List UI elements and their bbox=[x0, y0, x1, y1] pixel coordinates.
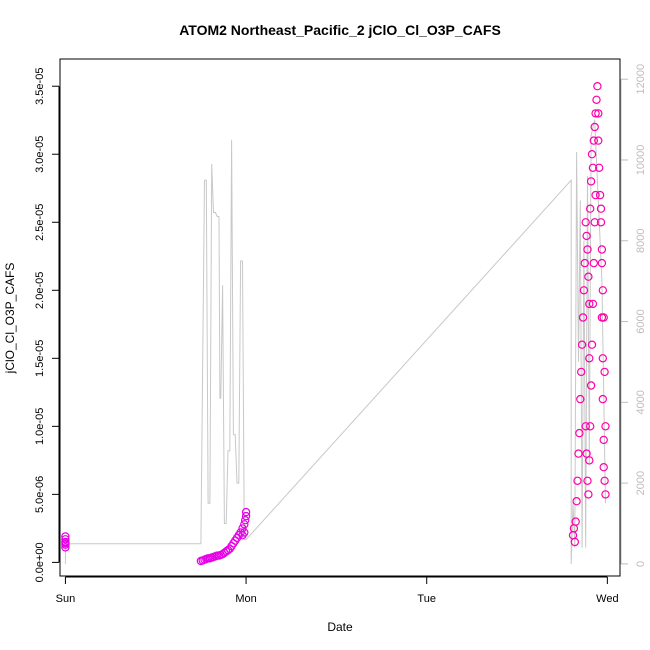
data-point bbox=[238, 531, 247, 540]
data-point bbox=[592, 95, 601, 105]
points-layer bbox=[61, 81, 610, 566]
data-point bbox=[601, 422, 610, 431]
data-point bbox=[576, 394, 585, 404]
data-point bbox=[579, 286, 589, 295]
y-tick-label: 3.5e-05 bbox=[34, 68, 46, 105]
data-point bbox=[571, 517, 580, 526]
x-tick-label: Sun bbox=[56, 593, 76, 605]
data-point bbox=[586, 381, 596, 390]
y2-tick-label: 8000 bbox=[635, 229, 647, 253]
data-point bbox=[574, 449, 583, 458]
data-point bbox=[585, 456, 594, 465]
data-point bbox=[585, 354, 594, 363]
data-point bbox=[570, 537, 580, 547]
data-point bbox=[591, 109, 600, 118]
altitude-line-layer bbox=[64, 119, 606, 564]
data-point bbox=[597, 258, 607, 268]
data-point bbox=[601, 490, 610, 499]
data-point bbox=[600, 367, 609, 377]
y2-tick-label: 4000 bbox=[635, 390, 647, 414]
data-point bbox=[590, 122, 599, 132]
y2-tick-label: 10000 bbox=[635, 145, 647, 176]
data-point bbox=[593, 81, 602, 91]
x-tick-label: Wed bbox=[596, 593, 618, 605]
altitude-line bbox=[64, 119, 606, 564]
plot-frame bbox=[59, 58, 621, 577]
y-tick-label: 3.0e-05 bbox=[34, 136, 46, 173]
y-tick-label: 5.0e-06 bbox=[34, 476, 46, 513]
data-point bbox=[584, 272, 593, 281]
y-tick-label: 1.0e-05 bbox=[34, 408, 46, 445]
x-tick-label: Tue bbox=[417, 593, 436, 605]
data-point bbox=[590, 218, 599, 227]
data-point bbox=[594, 109, 603, 118]
data-point bbox=[572, 497, 581, 506]
data-point bbox=[583, 476, 592, 485]
y-tick-label: 2.5e-05 bbox=[34, 204, 46, 241]
data-point bbox=[599, 463, 608, 472]
data-point bbox=[583, 245, 592, 254]
data-point bbox=[595, 190, 605, 200]
data-point bbox=[588, 163, 598, 172]
y2-tick-label: 2000 bbox=[635, 471, 647, 495]
data-point bbox=[575, 428, 584, 438]
y2-tick-label: 12000 bbox=[635, 64, 647, 95]
data-point bbox=[61, 539, 70, 548]
data-point bbox=[241, 507, 251, 517]
data-point bbox=[588, 299, 598, 309]
data-point bbox=[587, 149, 597, 159]
data-point bbox=[61, 543, 70, 552]
data-point bbox=[582, 231, 591, 241]
data-point bbox=[599, 435, 608, 445]
y-axis-label: jClO_Cl_O3P_CAFS bbox=[3, 263, 17, 375]
data-point bbox=[591, 190, 600, 200]
data-point bbox=[585, 299, 594, 309]
data-point bbox=[577, 340, 587, 349]
data-point bbox=[580, 258, 590, 268]
data-point bbox=[240, 520, 249, 529]
data-point bbox=[584, 490, 593, 499]
data-point bbox=[598, 394, 608, 404]
data-point bbox=[578, 313, 588, 322]
data-point bbox=[586, 204, 595, 213]
data-point bbox=[595, 163, 604, 172]
data-point bbox=[240, 516, 250, 525]
y-tick-label: 0.0e+00 bbox=[34, 542, 46, 582]
data-point bbox=[596, 218, 606, 227]
data-point bbox=[594, 136, 603, 145]
y2-tick-label: 6000 bbox=[635, 309, 647, 333]
data-point bbox=[577, 367, 586, 377]
data-point bbox=[581, 218, 590, 227]
data-point bbox=[581, 422, 590, 431]
data-point bbox=[568, 531, 578, 540]
data-point bbox=[596, 204, 606, 213]
data-point bbox=[241, 511, 251, 521]
x-axis-label: Date bbox=[327, 620, 353, 634]
data-point bbox=[589, 136, 599, 145]
data-point bbox=[597, 245, 607, 254]
data-point bbox=[598, 354, 608, 363]
chart-title: ATOM2 Northeast_Pacific_2 jClO_Cl_O3P_CA… bbox=[179, 22, 501, 38]
y-tick-label: 2.0e-05 bbox=[34, 272, 46, 309]
y2-tick-label: 0 bbox=[635, 561, 647, 567]
data-point bbox=[587, 340, 597, 349]
x-tick-label: Mon bbox=[235, 593, 256, 605]
data-point bbox=[61, 535, 70, 544]
data-point bbox=[598, 286, 608, 295]
y-tick-label: 1.5e-05 bbox=[34, 340, 46, 377]
data-point bbox=[589, 258, 599, 268]
data-point bbox=[600, 476, 609, 485]
data-point bbox=[599, 313, 608, 322]
data-point bbox=[586, 177, 596, 186]
data-point bbox=[573, 476, 582, 485]
axes-layer: Sun Mon Tue Wed 0.0e+00 5.0e-06 1.0e-05 1.5e-05… bbox=[34, 64, 647, 605]
data-point bbox=[586, 422, 595, 431]
